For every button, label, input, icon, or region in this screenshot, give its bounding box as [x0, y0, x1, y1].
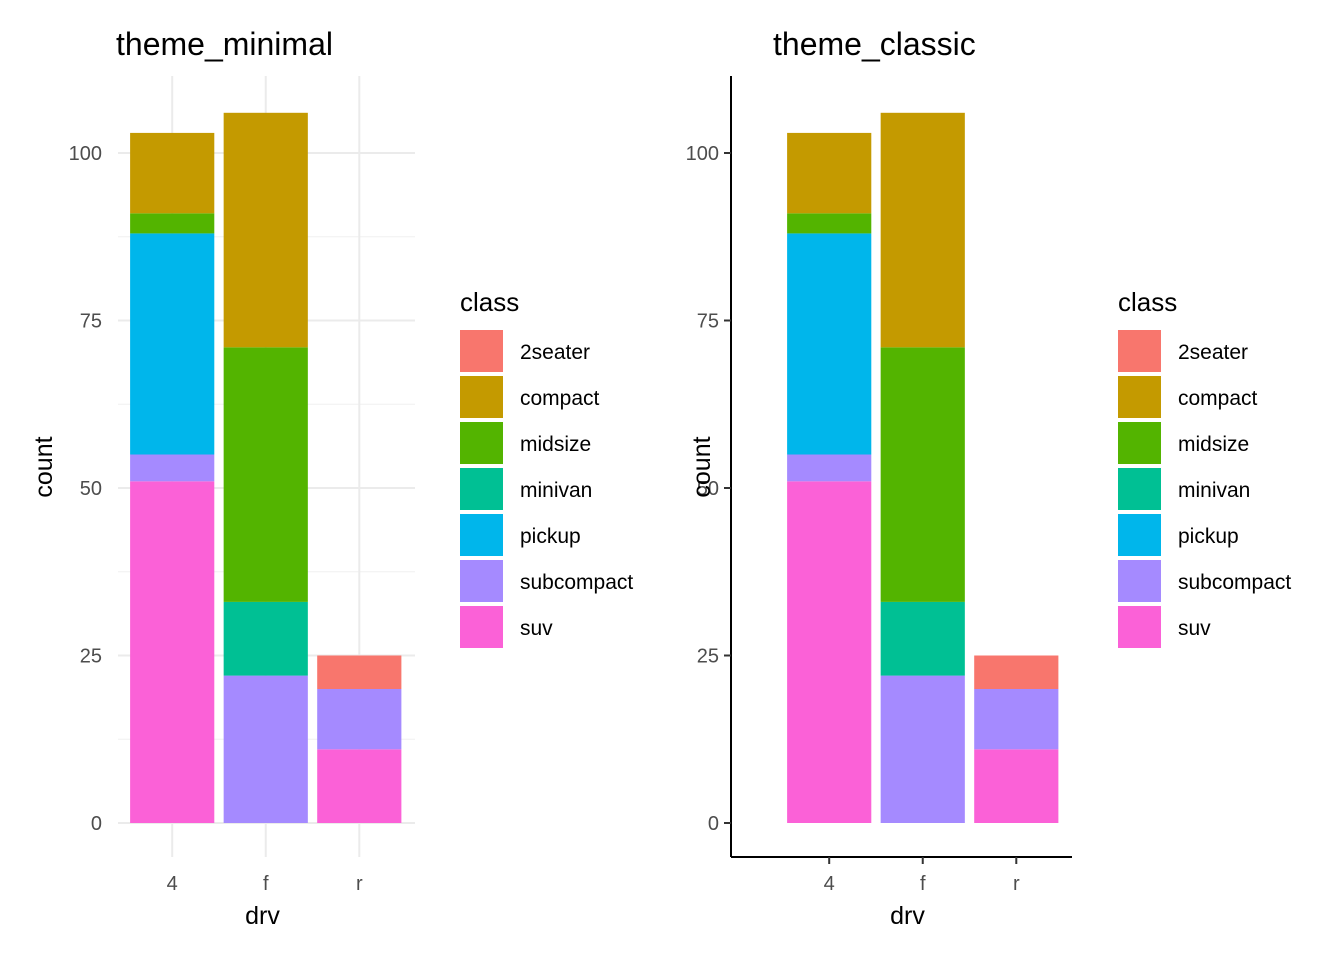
bar-4-compact [130, 132, 215, 214]
bar-f-compact [223, 112, 308, 348]
x-tick-label: f [920, 873, 926, 895]
bar-4-midsize [787, 213, 872, 234]
x-axis-title: drv [245, 902, 280, 930]
legend-swatch-2seater [460, 330, 503, 372]
bar-f-subcompact [880, 675, 965, 823]
bar-r-suv [317, 749, 402, 823]
y-tick-label: 0 [91, 813, 102, 835]
bar-r-suv [974, 749, 1059, 823]
legend-swatch-2seater [1118, 330, 1161, 372]
legend-swatch-subcompact [1118, 560, 1161, 602]
y-tick-label: 100 [686, 143, 719, 165]
bar-4-compact [787, 132, 872, 214]
legend-title: class [1118, 287, 1177, 317]
x-tick-label: f [263, 873, 269, 895]
y-tick-label: 75 [697, 311, 719, 333]
bar-4-subcompact [130, 454, 215, 482]
y-tick-label: 75 [80, 311, 102, 333]
legend-swatch-subcompact [460, 560, 503, 602]
bar-r-2seater [974, 655, 1059, 689]
legend: class 2seater compact midsize minivan pickup s… [460, 287, 633, 648]
legend-title: class [460, 287, 519, 317]
bar-4-suv [130, 481, 215, 823]
y-tick-label: 50 [697, 478, 719, 500]
y-axis-title: count [30, 436, 58, 497]
chart-title: theme_minimal [116, 26, 333, 62]
y-tick-label: 100 [69, 143, 102, 165]
chart-title: theme_classic [773, 26, 976, 62]
legend-label-midsize: midsize [520, 433, 591, 456]
legend-label-pickup: pickup [1178, 525, 1239, 548]
bar-f-subcompact [223, 675, 308, 823]
bars [130, 112, 402, 823]
legend-swatch-minivan [1118, 468, 1161, 510]
bar-4-pickup [787, 233, 872, 455]
legend-label-minivan: minivan [520, 479, 592, 502]
bar-4-midsize [130, 213, 215, 234]
legend-swatch-midsize [1118, 422, 1161, 464]
legend-swatch-pickup [460, 514, 503, 556]
legend-swatch-compact [460, 376, 503, 418]
x-tick-label: 4 [824, 873, 835, 895]
x-tick-label: r [356, 873, 363, 895]
legend-label-2seater: 2seater [520, 341, 590, 364]
bar-f-minivan [223, 601, 308, 676]
bars [787, 112, 1059, 823]
bar-r-2seater [317, 655, 402, 689]
bar-r-subcompact [317, 689, 402, 750]
legend-label-minivan: minivan [1178, 479, 1250, 502]
bar-f-midsize [880, 347, 965, 602]
legend-swatch-suv [460, 606, 503, 648]
legend-swatch-compact [1118, 376, 1161, 418]
legend-label-subcompact: subcompact [1178, 571, 1291, 594]
x-tick-label: 4 [167, 873, 178, 895]
legend-label-suv: suv [1178, 617, 1211, 640]
legend-swatch-pickup [1118, 514, 1161, 556]
legend-label-midsize: midsize [1178, 433, 1249, 456]
legend: class 2seater compact midsize minivan pickup s… [1118, 287, 1291, 648]
legend-swatch-minivan [460, 468, 503, 510]
legend-label-subcompact: subcompact [520, 571, 633, 594]
x-tick-label: r [1013, 873, 1020, 895]
y-axis-title: count [688, 436, 716, 497]
bar-4-subcompact [787, 454, 872, 482]
legend-label-compact: compact [520, 387, 600, 410]
bar-f-minivan [880, 601, 965, 676]
bar-4-suv [787, 481, 872, 823]
y-tick-label: 25 [697, 646, 719, 668]
x-axis-title: drv [890, 902, 925, 930]
legend-swatch-midsize [460, 422, 503, 464]
y-tick-label: 25 [80, 646, 102, 668]
bar-f-compact [880, 112, 965, 348]
legend-label-compact: compact [1178, 387, 1258, 410]
bar-f-midsize [223, 347, 308, 602]
y-tick-label: 0 [708, 813, 719, 835]
bar-r-subcompact [974, 689, 1059, 750]
y-tick-label: 50 [80, 478, 102, 500]
legend-label-suv: suv [520, 617, 553, 640]
legend-swatch-suv [1118, 606, 1161, 648]
legend-label-2seater: 2seater [1178, 341, 1248, 364]
bar-4-pickup [130, 233, 215, 455]
legend-label-pickup: pickup [520, 525, 581, 548]
